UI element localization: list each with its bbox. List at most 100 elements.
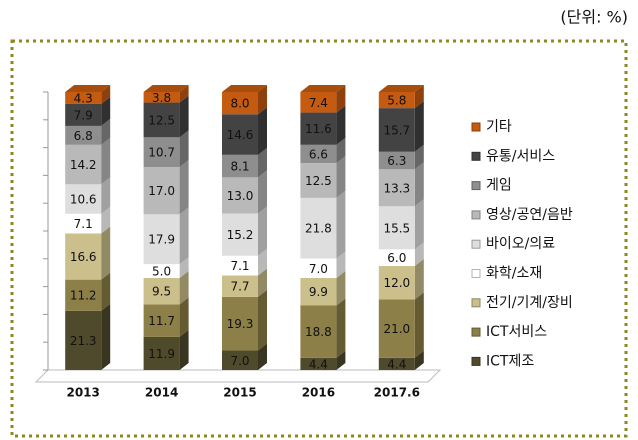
value-label: 6.8 [74, 129, 93, 143]
bar-segment [65, 213, 102, 234]
legend-swatch [471, 122, 481, 132]
value-label: 4.4 [387, 357, 406, 371]
value-label: 15.7 [383, 123, 410, 137]
bar-segment [65, 125, 102, 145]
value-label: 15.5 [383, 221, 410, 235]
bar-top [378, 85, 424, 92]
bar-side [179, 160, 189, 215]
bar-side [336, 85, 346, 113]
legend-swatch [471, 181, 481, 191]
bar-side [101, 226, 111, 280]
value-label: 11.7 [148, 314, 175, 328]
bar-side [101, 137, 111, 185]
legend-swatch [471, 239, 481, 249]
value-label: 11.2 [70, 289, 97, 303]
value-label: 21.3 [70, 334, 97, 348]
bar-side [258, 343, 267, 370]
value-label: 18.8 [305, 325, 332, 339]
bar-side [179, 85, 189, 103]
legend-label: 기타 [486, 119, 512, 135]
bar-top [222, 85, 267, 92]
bar-segment [300, 92, 337, 113]
bar-side [336, 105, 346, 145]
value-label: 13.3 [383, 181, 410, 195]
legend-label: 바이오/의료 [486, 236, 555, 252]
bar-segment [222, 92, 258, 115]
floor [34, 369, 442, 383]
bar-side [101, 303, 111, 370]
value-label: 8.1 [230, 160, 249, 174]
value-label: 19.3 [227, 317, 254, 331]
bar-side [258, 107, 267, 155]
value-label: 10.6 [70, 193, 97, 207]
bar-segment [378, 266, 415, 300]
bar-segment [65, 279, 102, 311]
legend-label: 영상/공연/음반 [486, 207, 573, 223]
bar-side [258, 206, 267, 256]
bar-segment [222, 296, 258, 351]
value-label: 21.8 [305, 222, 332, 236]
legend-swatch [471, 269, 481, 278]
value-label: 8.0 [230, 97, 249, 111]
value-label: 21.0 [383, 322, 410, 336]
value-label: 6.6 [309, 147, 328, 161]
value-label: 12.0 [383, 276, 410, 290]
legend-swatch [471, 151, 481, 161]
bar-segment [143, 102, 180, 138]
bar-segment [65, 103, 102, 126]
bar-segment [143, 277, 180, 305]
bar-segment [300, 258, 337, 278]
value-label: 12.5 [305, 174, 332, 188]
value-label: 9.9 [309, 285, 328, 299]
bar-side [336, 270, 346, 306]
bar-segment [378, 92, 415, 109]
value-label: 13.0 [227, 189, 254, 203]
value-label: 17.0 [148, 184, 175, 198]
value-label: 12.5 [148, 113, 175, 127]
x-tick-label: 2013 [66, 386, 99, 400]
bar-side [258, 268, 267, 297]
bar-side [336, 350, 346, 370]
bar-segment [300, 112, 337, 145]
bar-side [336, 137, 346, 164]
bar-side [414, 292, 424, 358]
bar-segment [378, 151, 415, 170]
legend-label: 게임 [486, 178, 512, 194]
value-label: 7.0 [309, 262, 328, 276]
x-tick-label: 2015 [223, 386, 256, 400]
bar-segment [143, 92, 180, 103]
legend-label: ICT서비스 [486, 324, 547, 340]
bar-side [179, 297, 189, 337]
bar-segment [378, 169, 415, 207]
bar-side [179, 270, 189, 305]
value-label: 3.8 [152, 91, 171, 105]
bar-side [101, 206, 111, 234]
bar-side [336, 156, 346, 198]
bar-segment [300, 357, 337, 370]
bar-segment [143, 304, 180, 337]
bar-side [336, 251, 346, 278]
bar-segment [143, 264, 180, 278]
bar-segment [222, 350, 258, 370]
bar-segment [143, 137, 180, 168]
bar-segment [222, 154, 258, 178]
value-label: 5.8 [387, 94, 406, 108]
value-label: 14.2 [70, 158, 97, 172]
bar-side [179, 130, 189, 168]
legend-label: 전기/기계/장비 [486, 295, 573, 311]
bar-side [414, 242, 424, 267]
value-label: 7.1 [230, 259, 249, 273]
x-tick-label: 2017.6 [374, 386, 420, 400]
bar-segment [378, 108, 415, 152]
value-label: 7.1 [74, 217, 93, 231]
bar-segment [300, 305, 337, 358]
x-tick-label: 2016 [302, 386, 335, 400]
value-label: 6.3 [387, 154, 406, 168]
bar-side [414, 85, 424, 109]
bar-side [179, 95, 189, 138]
bar-segment [222, 213, 258, 256]
bar-top [300, 85, 346, 92]
value-label: 9.5 [152, 285, 171, 299]
